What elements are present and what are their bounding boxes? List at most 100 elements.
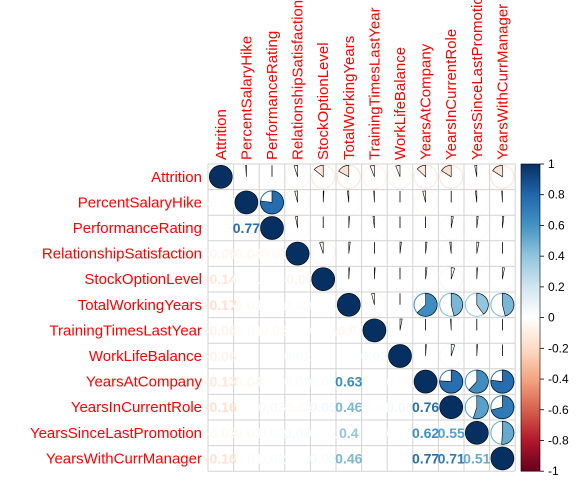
grid-layer [207,163,516,472]
pie-cell [245,164,247,177]
pie-cell [492,164,503,178]
pie-cell [476,216,479,229]
legend-tick-label: 0 [548,311,555,325]
column-label: YearsWithCurrManager [494,4,511,160]
pie-cell [439,369,463,394]
pie-cell [319,241,324,254]
number-cell: 0.51 [463,450,490,466]
pie-cell [472,395,489,419]
number-cell: 0 [371,374,379,390]
legend-bar [520,163,541,472]
number-cell: 0 [371,450,379,466]
pie-cell [371,292,375,305]
row-label: PerformanceRating [73,220,202,237]
pie-cell [450,318,452,331]
pie-cell [468,369,489,394]
number-cell: 0.03 [284,425,311,441]
number-cell: -0.02 [282,399,314,415]
legend-tick-label: 0.6 [548,218,565,232]
cell-layer: -0.01 0 0.77 -0.05 -0.04 -0.03 -0.140.01 0 -0.05… [205,164,515,471]
row-label: Attrition [151,169,202,186]
pie-cell [425,344,427,357]
legend-tick-label: -0.6 [548,403,569,417]
number-cell: 0.03 [361,348,388,364]
pie-cell [490,395,515,419]
pie-cell [476,344,478,357]
pie-cell [501,420,515,445]
number-cell: 0.01 [233,271,260,287]
number-cell: -0.16 [205,450,237,466]
pie-cell [474,164,478,177]
pie-cell [208,164,233,189]
pie-cell [416,164,426,178]
number-cell: 0 [268,374,276,390]
pie-cell [313,164,324,178]
number-cell: 0 [268,271,276,287]
number-cell: -0.05 [205,246,237,262]
number-cell: 0 [319,348,327,364]
number-cell: -0.01 [358,399,390,415]
row-label: YearsAtCompany [86,374,203,391]
number-cell: -0.01 [230,322,262,338]
pie-cell [439,395,464,420]
number-cell: 0 [294,450,302,466]
pie-cell [416,292,438,317]
number-cell: 0.55 [438,425,465,441]
number-cell: -0.01 [205,194,237,210]
number-cell: -0.02 [230,297,262,313]
pie-cell [502,216,505,229]
column-label: WorkLifeBalance [392,47,409,160]
legend-tick-label: 0.8 [548,188,565,202]
number-cell: 0.02 [310,374,337,390]
pie-cell [311,267,336,292]
pie-cell [373,190,375,203]
number-cell: -0.01 [230,450,262,466]
number-cell: 0.77 [412,450,439,466]
number-cell: -0.04 [333,322,365,338]
pie-cell [450,344,456,357]
row-label: TotalWorkingYears [78,297,202,314]
row-label: RelationshipSatisfaction [42,246,202,263]
pie-cell [388,344,412,368]
pie-cell [476,292,489,315]
number-cell: -0.14 [205,271,237,287]
column-labels: Attrition PercentSalaryHike PerformanceRat… [213,0,512,160]
number-cell: 0.02 [258,425,285,441]
number-cell: -0.05 [282,271,314,287]
number-cell: 0.62 [412,425,439,441]
pie-cell [502,292,515,317]
pie-cell [441,164,452,178]
pie-cell [449,241,452,254]
pie-cell [260,190,284,215]
pie-cell [413,369,438,394]
number-cell: 0.02 [284,374,311,390]
legend-tick-label: -0.2 [548,341,569,355]
number-cell: -0.17 [205,297,237,313]
column-label: TrainingTimesLastYear [366,7,383,160]
row-label: StockOptionLevel [84,271,202,288]
pie-cell [490,369,515,394]
number-cell: -0.04 [230,374,262,390]
number-cell: 0.02 [284,297,311,313]
pie-cell [348,241,351,254]
number-cell: -0.03 [256,246,288,262]
row-labels: Attrition PercentSalaryHike PerformanceRat… [30,169,203,468]
number-cell: -0.02 [256,322,288,338]
pie-cell [374,267,376,280]
pie-cell [490,446,515,471]
number-cell: 0.02 [258,450,285,466]
row-label: YearsSinceLastPromotion [30,425,202,442]
pie-cell [475,190,478,203]
pie-cell [476,241,480,254]
pie-cell [399,318,403,331]
number-cell: -0.06 [205,322,237,338]
number-cell: 0.05 [386,399,413,415]
pie-cell [501,190,503,203]
number-cell: 0.02 [284,348,311,364]
column-label: RelationshipSatisfaction [290,0,307,160]
number-cell: 0.63 [335,374,362,390]
pie-cell [395,164,401,177]
pie-cell [476,267,478,280]
pie-cell [425,241,428,254]
